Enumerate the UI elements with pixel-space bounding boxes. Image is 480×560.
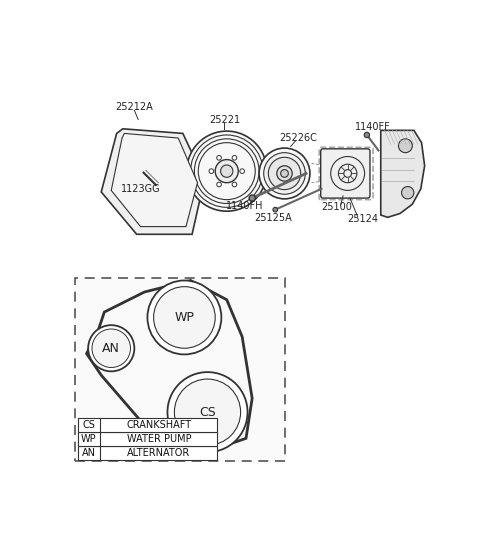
Circle shape (174, 379, 240, 445)
Text: 1140FF: 1140FF (355, 122, 391, 132)
Text: CS: CS (199, 405, 216, 419)
Text: 25221: 25221 (209, 115, 240, 125)
Text: CS: CS (83, 420, 96, 430)
Text: AN: AN (82, 448, 96, 458)
Text: CRANKSHAFT: CRANKSHAFT (126, 420, 192, 430)
Circle shape (191, 135, 263, 207)
Circle shape (187, 131, 267, 211)
Text: WP: WP (81, 434, 97, 444)
Circle shape (217, 182, 221, 187)
Circle shape (364, 132, 370, 138)
Circle shape (168, 372, 248, 452)
Circle shape (259, 148, 310, 199)
Circle shape (217, 156, 221, 160)
Circle shape (215, 160, 238, 183)
Text: 25125A: 25125A (254, 213, 292, 223)
Text: 1123GG: 1123GG (120, 184, 160, 194)
Text: WATER PUMP: WATER PUMP (127, 434, 192, 444)
Circle shape (277, 166, 292, 181)
Bar (78, 418, 217, 432)
Circle shape (249, 195, 255, 201)
Circle shape (240, 169, 244, 174)
Circle shape (273, 207, 277, 212)
Circle shape (264, 153, 305, 194)
Polygon shape (111, 133, 197, 227)
Text: 1140FH: 1140FH (226, 201, 263, 211)
Text: WP: WP (174, 311, 194, 324)
Text: 25212A: 25212A (116, 102, 153, 112)
Circle shape (232, 182, 237, 187)
Circle shape (198, 143, 255, 200)
Circle shape (209, 169, 214, 174)
Circle shape (92, 329, 131, 367)
Circle shape (154, 287, 215, 348)
Text: 25124: 25124 (348, 214, 379, 224)
Text: AN: AN (102, 342, 120, 354)
Circle shape (281, 170, 288, 178)
Circle shape (402, 186, 414, 199)
Circle shape (221, 165, 233, 178)
Circle shape (398, 139, 412, 153)
Circle shape (268, 157, 300, 190)
Polygon shape (101, 129, 204, 234)
Text: ALTERNATOR: ALTERNATOR (127, 448, 191, 458)
Text: 25226C: 25226C (279, 133, 317, 143)
Circle shape (232, 156, 237, 160)
Circle shape (88, 325, 134, 371)
Text: 25100: 25100 (322, 202, 352, 212)
Circle shape (147, 281, 221, 354)
Polygon shape (381, 130, 425, 217)
FancyBboxPatch shape (321, 149, 370, 198)
Circle shape (194, 139, 259, 203)
Bar (78, 446, 217, 460)
Bar (75, 278, 285, 461)
Bar (78, 432, 217, 446)
